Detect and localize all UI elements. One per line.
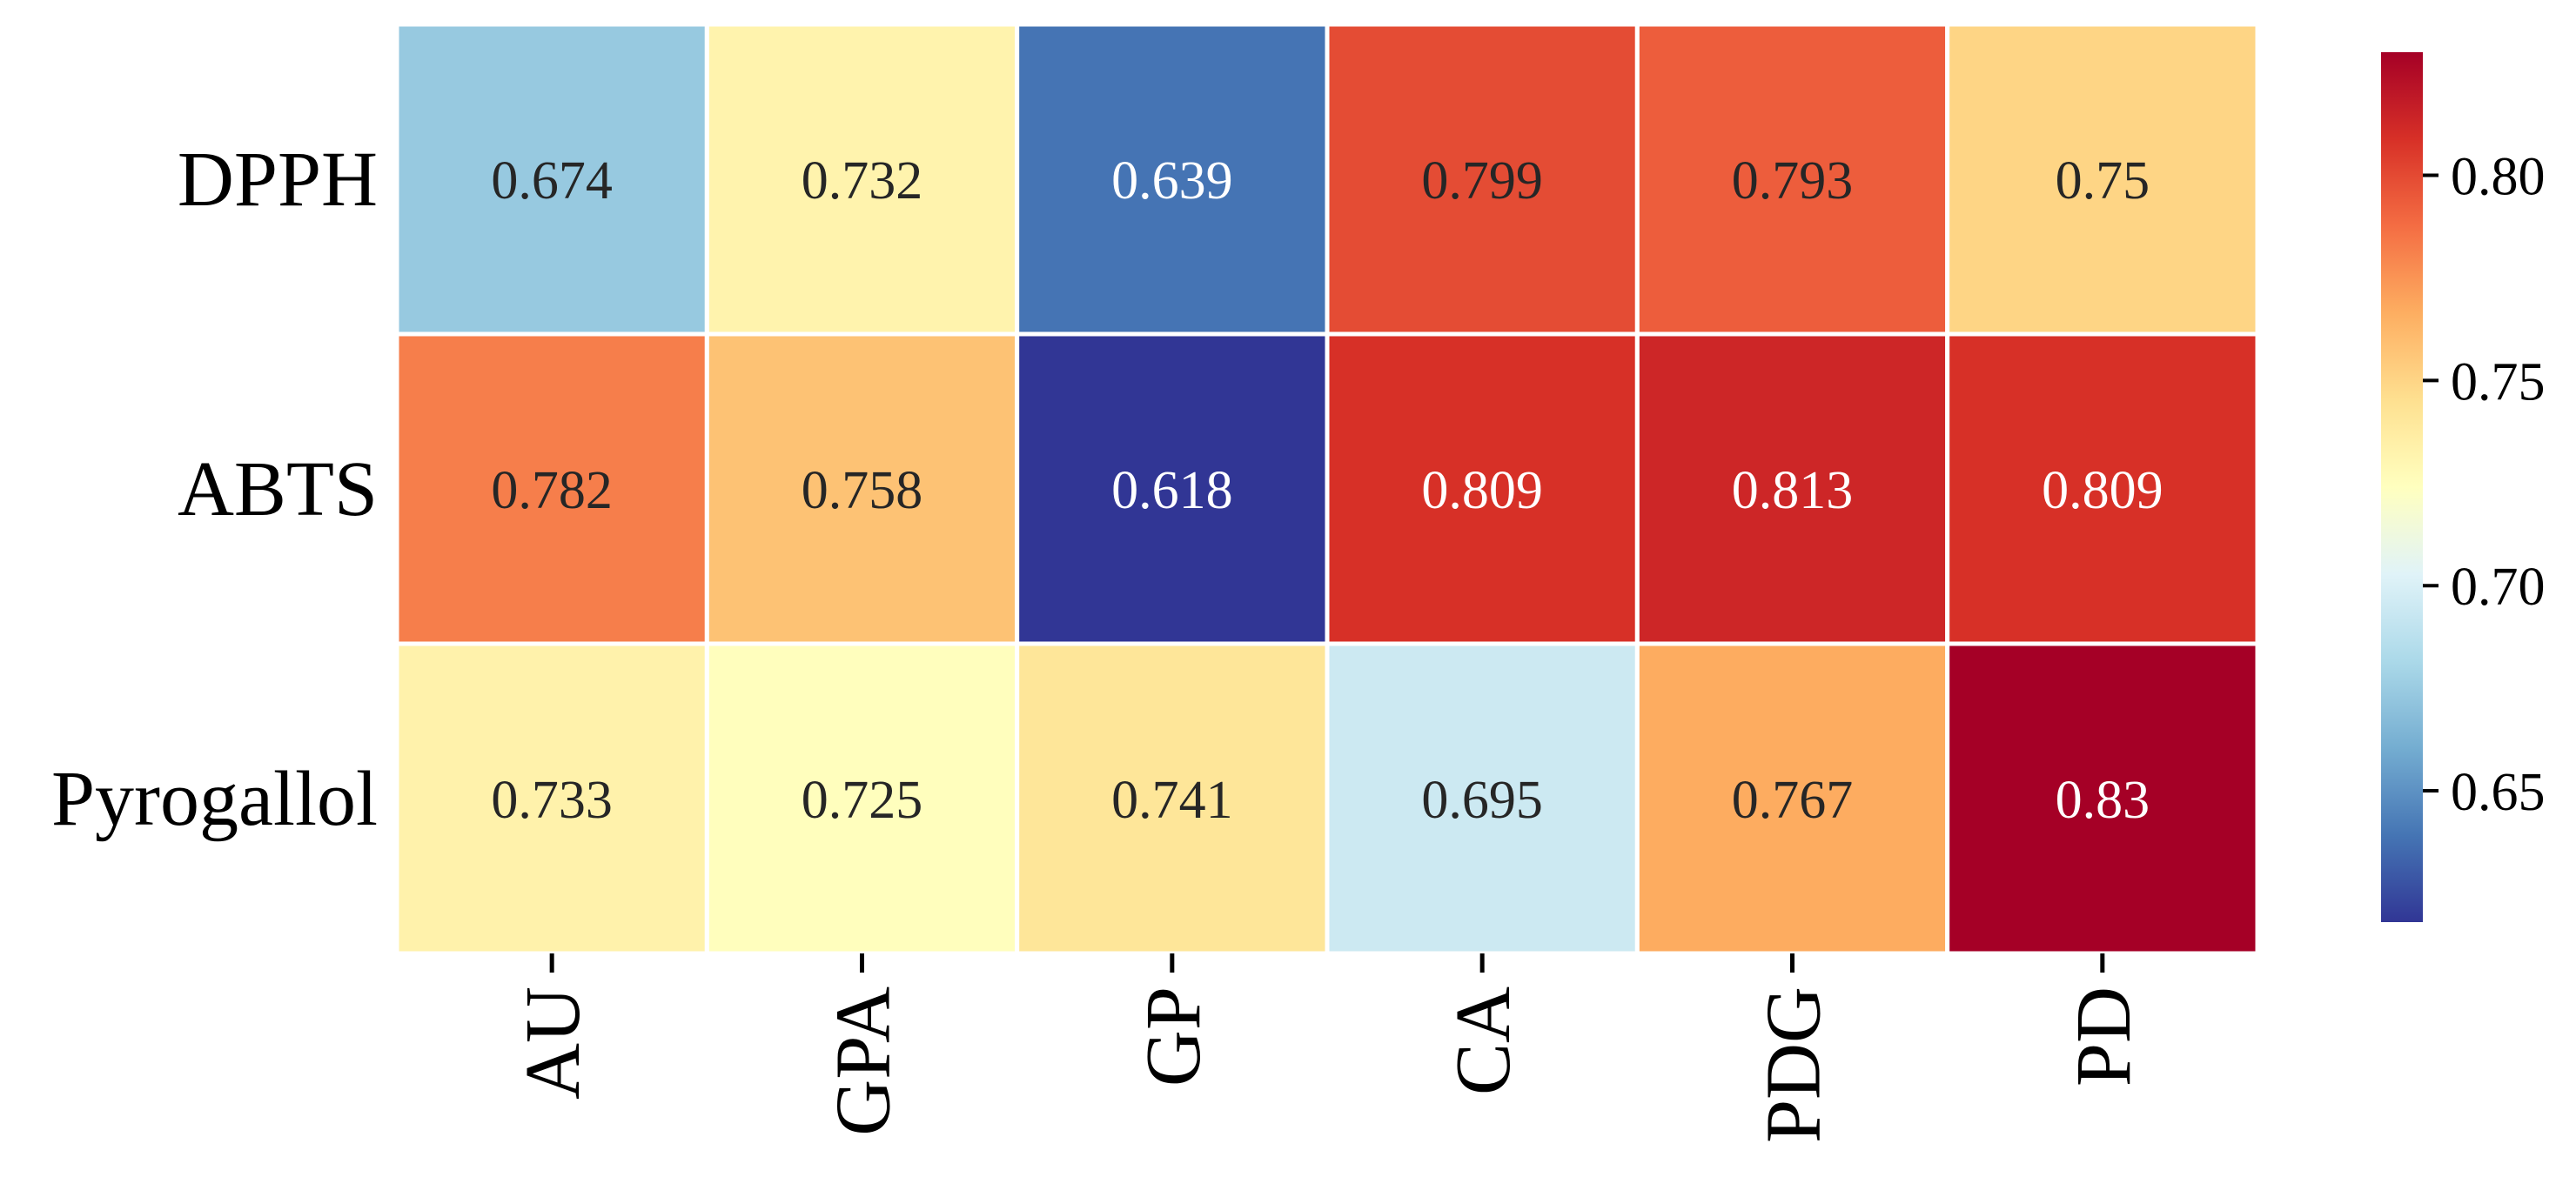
- colorbar-tick-label: 0.65: [2451, 763, 2546, 822]
- colorbar-tick-label: 0.80: [2451, 148, 2546, 207]
- colorbar-tick-label: 0.70: [2451, 558, 2546, 617]
- cell-value-labels: 0.674 0.732 0.639 0.799 0.793 0.75 0.782 0.758 0…: [491, 151, 2163, 830]
- cell-value-label: 0.799: [1421, 151, 1543, 211]
- heatmap-cell-pyrogallol-gpa: [704, 641, 1020, 956]
- colorbar-gradient: [2381, 52, 2423, 922]
- cell-value-label: 0.83: [2056, 771, 2150, 830]
- cell-value-label: 0.758: [802, 461, 923, 520]
- heatmap-cells: [394, 22, 2260, 956]
- x-axis: AU GPA GP CA PDG PD: [510, 953, 2147, 1143]
- heatmap-cell-dpph-gpa: [704, 22, 1020, 337]
- y-axis-tick-labels: DPPH ABTS Pyrogallol: [51, 137, 378, 842]
- cell-value-label: 0.741: [1111, 771, 1233, 830]
- x-tick-label-pdg: PDG: [1751, 986, 1837, 1143]
- y-tick-label-pyrogallol: Pyrogallol: [51, 756, 378, 842]
- cell-value-label: 0.809: [1421, 461, 1543, 520]
- cell-value-label: 0.732: [802, 151, 923, 211]
- y-tick-label-dpph: DPPH: [178, 137, 378, 223]
- cell-value-label: 0.725: [802, 771, 923, 830]
- cell-value-label: 0.618: [1111, 461, 1233, 520]
- cell-value-label: 0.767: [1732, 771, 1854, 830]
- heatmap-cell-dpph-pd: [1945, 22, 2260, 337]
- x-tick-label-ca: CA: [1440, 986, 1526, 1095]
- colorbar: 0.65 0.70 0.75 0.80: [2381, 52, 2546, 922]
- heatmap-cell-dpph-ca: [1325, 22, 1640, 337]
- heatmap-cell-pyrogallol-pd: [1945, 641, 2260, 956]
- cell-value-label: 0.809: [2042, 461, 2163, 520]
- x-tick-label-pd: PD: [2061, 986, 2147, 1087]
- heatmap-cell-abts-gpa: [704, 331, 1020, 646]
- x-tick-label-gpa: GPA: [821, 986, 907, 1136]
- cell-value-label: 0.639: [1111, 151, 1233, 211]
- heatmap-cell-abts-ca: [1325, 331, 1640, 646]
- colorbar-tick-label: 0.75: [2451, 352, 2546, 411]
- y-tick-label-abts: ABTS: [178, 446, 378, 532]
- cell-value-label: 0.793: [1732, 151, 1854, 211]
- heatmap-cell-dpph-au: [394, 22, 709, 337]
- x-tick-label-gp: GP: [1130, 986, 1217, 1087]
- heatmap-cell-abts-pd: [1945, 331, 2260, 646]
- heatmap-cell-pyrogallol-pdg: [1634, 641, 1950, 956]
- cell-value-label: 0.782: [491, 461, 613, 520]
- heatmap-cell-pyrogallol-ca: [1325, 641, 1640, 956]
- cell-value-label: 0.733: [491, 771, 613, 830]
- x-tick-label-au: AU: [510, 986, 596, 1100]
- heatmap-cell-dpph-gp: [1015, 22, 1330, 337]
- cell-value-label: 0.813: [1732, 461, 1854, 520]
- cell-value-label: 0.75: [2056, 151, 2150, 211]
- cell-value-label: 0.695: [1421, 771, 1543, 830]
- cell-value-label: 0.674: [491, 151, 613, 211]
